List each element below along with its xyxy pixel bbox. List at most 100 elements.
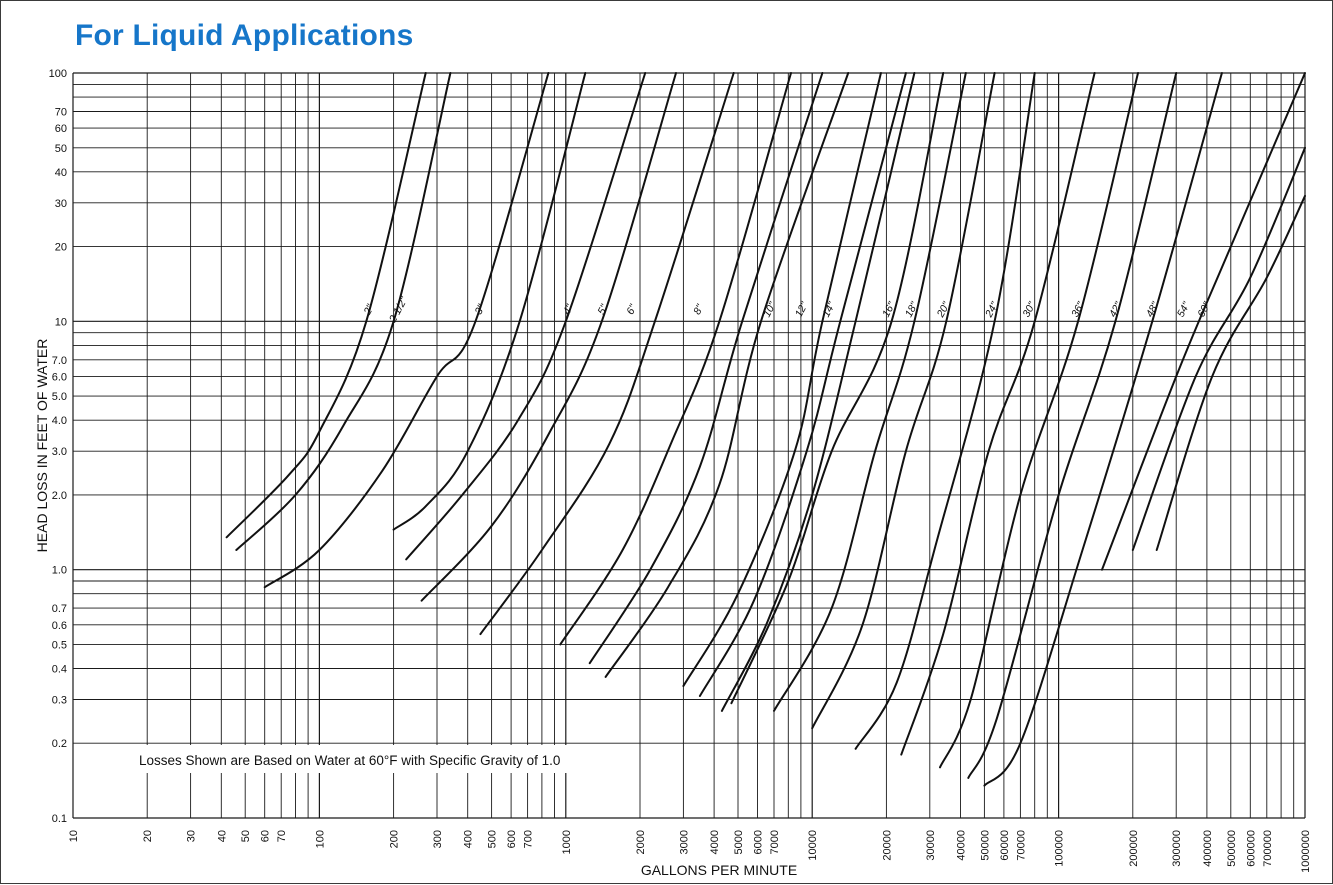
curve-line (854, 72, 1036, 750)
curve-line (730, 72, 945, 705)
note-box (133, 745, 632, 773)
x-tick-label: 70 (276, 830, 288, 842)
x-tick-label: 30000 (925, 830, 937, 861)
y-tick-label: 6.0 (52, 371, 67, 383)
curve-line (405, 72, 647, 561)
curve-line (698, 72, 907, 697)
curve-line (811, 72, 996, 730)
y-tick-label: 30 (55, 198, 67, 210)
x-tick-label: 50000 (979, 830, 991, 861)
y-tick-label: 0.7 (52, 603, 67, 615)
y-tick-label: 0.6 (52, 620, 67, 632)
y-tick-label: 100 (49, 68, 67, 80)
curve-line (420, 72, 677, 602)
curve-label: 2" (361, 302, 377, 318)
x-tick-label: 20 (142, 830, 154, 842)
x-tick-label: 10 (68, 830, 80, 842)
y-tick-label: 5.0 (52, 391, 67, 403)
curve-line (939, 72, 1139, 769)
y-axis-label: HEAD LOSS IN FEET OF WATER (34, 339, 50, 553)
curve-label: 2 1/2" (387, 294, 411, 326)
y-tick-label: 4.0 (52, 415, 67, 427)
curve-line (263, 72, 550, 589)
y-tick-label: 20 (55, 242, 67, 254)
curve-label: 12" (793, 299, 811, 319)
y-tick-label: 7.0 (52, 355, 67, 367)
y-tick-label: 0.5 (52, 639, 67, 651)
x-tick-label: 40 (216, 830, 228, 842)
y-tick-label: 70 (55, 107, 67, 119)
x-tick-label: 30 (186, 830, 198, 842)
x-tick-label: 60 (260, 830, 272, 842)
x-tick-label: 50 (240, 830, 252, 842)
curve-line (1131, 146, 1306, 551)
x-tick-label: 400000 (1202, 830, 1214, 867)
x-tick-label: 1000 (561, 830, 573, 854)
curve-line (1101, 72, 1306, 571)
y-tick-label: 1.0 (52, 565, 67, 577)
curve-line (235, 72, 452, 551)
x-tick-label: 1000000 (1300, 830, 1312, 873)
y-tick-label: 3.0 (52, 446, 67, 458)
x-tick-label: 500 (487, 830, 499, 848)
page-title: For Liquid Applications (75, 19, 414, 52)
x-tick-label: 500000 (1226, 830, 1238, 867)
curve-label: 54" (1175, 299, 1193, 319)
x-tick-label: 400 (463, 830, 475, 848)
x-axis-label: GALLONS PER MINUTE (641, 862, 797, 878)
curve-label: 42" (1107, 299, 1125, 319)
curve-line (588, 72, 824, 665)
curve-line (983, 72, 1223, 787)
curve-label: 48" (1144, 299, 1162, 319)
curve-label: 10" (761, 299, 779, 319)
grid-lines (72, 72, 1306, 819)
curve-label: 16" (880, 299, 898, 319)
curve-line (900, 72, 1096, 756)
x-tick-label: 10000 (807, 830, 819, 861)
curves (225, 72, 1306, 787)
curve-line (559, 72, 792, 646)
curve-label: 60" (1195, 299, 1213, 319)
x-tick-label: 200 (389, 830, 401, 848)
y-tick-label: 0.2 (52, 738, 67, 750)
y-tick-label: 0.3 (52, 695, 67, 707)
x-tick-label: 100000 (1054, 830, 1066, 867)
x-tick-label: 200000 (1128, 830, 1140, 867)
x-tick-label: 40000 (956, 830, 968, 861)
curve-label: 6" (624, 302, 640, 317)
x-tick-label: 100 (314, 830, 326, 848)
x-tick-label: 60000 (999, 830, 1011, 861)
y-tick-label: 50 (55, 143, 67, 155)
x-tick-label: 6000 (753, 830, 765, 854)
x-tick-label: 4000 (709, 830, 721, 854)
x-tick-label: 300000 (1171, 830, 1183, 867)
curve-line (967, 72, 1178, 779)
x-tick-label: 600000 (1245, 830, 1257, 867)
x-tick-label: 7000 (769, 830, 781, 854)
curve-label: 36" (1069, 299, 1087, 319)
x-tick-label: 600 (506, 830, 518, 848)
curve-label: 14" (820, 299, 838, 319)
y-tick-label: 10 (55, 316, 67, 328)
x-tick-label: 5000 (733, 830, 745, 854)
x-tick-label: 700000 (1262, 830, 1274, 867)
x-tick-label: 3000 (678, 830, 690, 854)
curve-line (773, 72, 967, 712)
curve-label: 3" (473, 302, 489, 317)
curve-line (1155, 194, 1306, 551)
y-tick-label: 0.1 (52, 813, 67, 825)
x-tick-label: 2000 (635, 830, 647, 854)
curve-line (720, 72, 916, 712)
curve-line (225, 72, 427, 539)
y-tick-label: 60 (55, 123, 67, 135)
note-text: Losses Shown are Based on Water at 60°F … (139, 753, 560, 768)
curve-line (392, 72, 587, 531)
curve-line (604, 72, 850, 678)
y-tick-label: 0.4 (52, 664, 67, 676)
curve-line (479, 72, 735, 636)
curve-label: 4" (561, 302, 577, 317)
x-tick-label: 700 (523, 830, 535, 848)
x-tick-label: 20000 (881, 830, 893, 861)
